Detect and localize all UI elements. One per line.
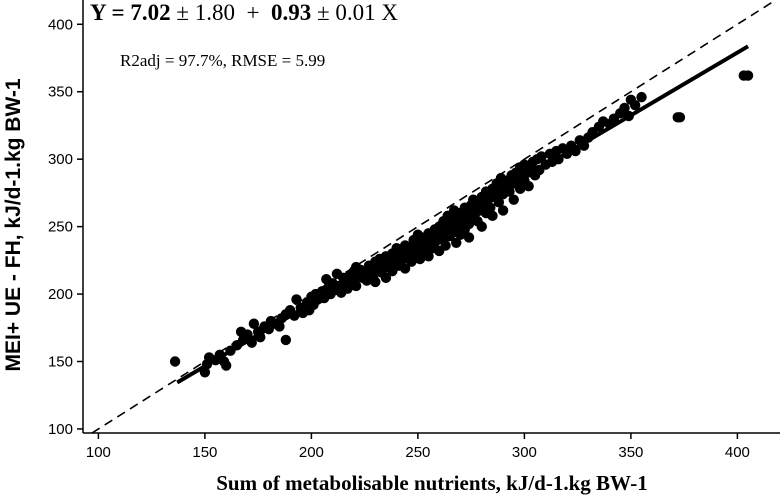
x-tick-label: 150	[192, 444, 217, 461]
data-point	[476, 221, 487, 232]
data-point	[485, 202, 496, 213]
y-tick-label: 100	[48, 421, 73, 438]
data-point	[619, 102, 630, 114]
x-axis-title: Sum of metabolisable nutrients, kJ/d-1.k…	[216, 471, 648, 495]
data-point	[493, 197, 505, 208]
fit-statistics: R2adj = 97.7%, RMSE = 5.99	[120, 51, 325, 70]
y-tick-label: 150	[48, 354, 73, 371]
data-point	[674, 112, 686, 123]
equation-intercept: 7.02	[130, 0, 170, 25]
y-tick-label: 200	[48, 286, 73, 303]
data-point	[380, 272, 392, 284]
data-point	[463, 232, 475, 243]
regression-line	[176, 44, 750, 385]
data-point	[342, 283, 353, 294]
data-point	[220, 360, 232, 371]
regression-line-group	[176, 44, 750, 385]
y-tick-label: 400	[48, 16, 73, 33]
data-point	[242, 329, 253, 340]
data-point	[514, 183, 526, 195]
data-point	[742, 70, 754, 81]
x-tick-label: 300	[512, 444, 537, 461]
data-point	[291, 294, 302, 305]
y-tick-label: 250	[48, 219, 73, 236]
x-tick-label: 400	[725, 444, 750, 461]
regression-equation: Y = 7.02 ± 1.80 + 0.93 ± 0.01 X	[90, 0, 398, 25]
data-point	[370, 276, 381, 288]
data-point	[280, 334, 292, 346]
equation-intercept-se: ± 1.80 +	[171, 0, 271, 25]
data-point	[423, 251, 434, 262]
data-point	[248, 318, 260, 329]
y-tick-label: 300	[48, 151, 73, 168]
y-tick-label: 350	[48, 84, 73, 101]
data-point	[487, 210, 498, 222]
equation-slope-se: ± 0.01 X	[311, 0, 398, 25]
data-point	[497, 205, 509, 216]
plot-area: 100 150 200 250 300 350 400 100 150 200 250 300 350…	[48, 0, 780, 461]
data-point	[629, 100, 641, 111]
y-axis-title: MEI+ UE - FH, kJ/d-1.kg BW-1	[2, 78, 25, 371]
data-point	[508, 194, 519, 205]
y-ticks: 100 150 200 250 300 350 400	[48, 16, 83, 438]
data-point	[399, 263, 411, 274]
data-points	[169, 70, 754, 378]
data-point	[350, 280, 362, 292]
data-point	[536, 151, 547, 162]
x-tick-label: 200	[299, 444, 324, 461]
equation-slope: 0.93	[271, 0, 311, 25]
data-point	[523, 180, 534, 192]
data-point	[169, 356, 181, 367]
data-point	[451, 237, 462, 249]
data-point	[636, 91, 647, 103]
data-point	[440, 240, 451, 251]
x-tick-label: 250	[405, 444, 430, 461]
x-tick-label: 350	[618, 444, 643, 461]
equation-prefix: Y =	[90, 0, 130, 25]
x-tick-label: 100	[86, 444, 111, 461]
x-ticks: 100 150 200 250 300 350 400	[86, 433, 750, 461]
